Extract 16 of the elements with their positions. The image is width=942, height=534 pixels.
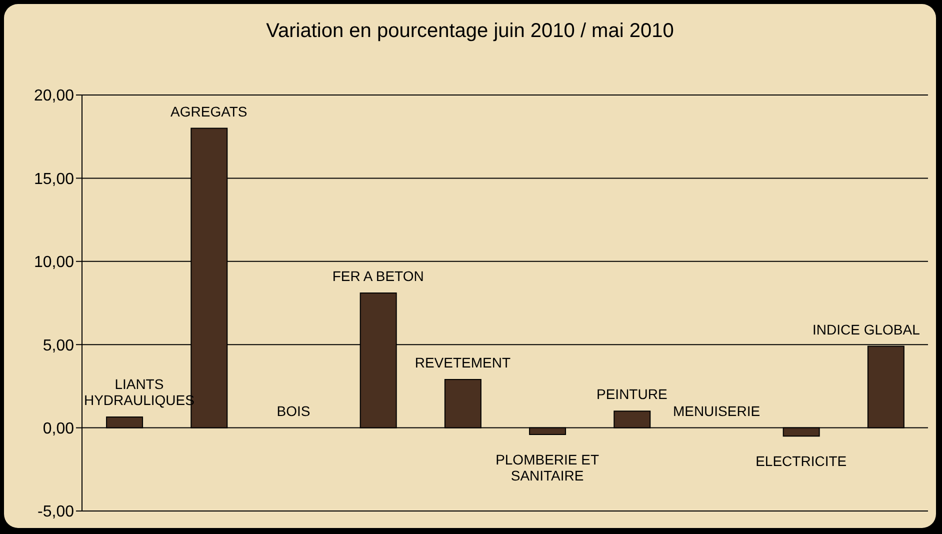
y-tick-label: 15,00 — [34, 170, 74, 188]
y-tick-label: -5,00 — [38, 504, 74, 521]
chart-title: Variation en pourcentage juin 2010 / mai 2010 — [265, 20, 675, 43]
x-tick-label: INDICE GLOBAL — [812, 321, 920, 338]
x-tick-label: PLOMBERIE ET SANITAIRE — [496, 451, 600, 484]
x-tick-label: REVETEMENT — [414, 354, 511, 371]
x-tick-label: AGREGATS — [170, 103, 248, 120]
y-tick-label: 0,00 — [42, 420, 74, 438]
x-tick-label: PEINTURE — [596, 386, 668, 402]
x-tick-label: ELECTRICITE — [756, 453, 847, 470]
y-tick-label: 5,00 — [42, 337, 74, 354]
x-tick-label: MENUISERIE — [672, 402, 760, 419]
x-tick-label: FER A BETON — [332, 268, 424, 284]
y-tick-label: 10,00 — [34, 254, 74, 272]
x-tick-label: BOIS — [276, 402, 310, 419]
y-tick-label: 20,00 — [34, 88, 74, 105]
